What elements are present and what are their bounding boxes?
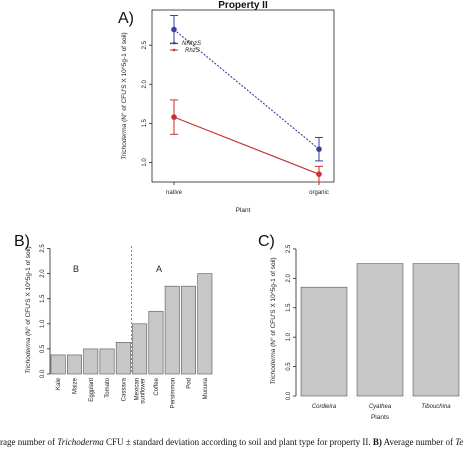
- data-point: [316, 146, 322, 152]
- x-tick-label: Maize: [72, 377, 78, 394]
- legend-marker: [172, 41, 176, 45]
- y-tick-label: 1.5: [286, 303, 292, 312]
- x-tick-label: Eggplant: [89, 378, 95, 402]
- y-tick-label: 1.0: [40, 319, 46, 328]
- group-label-b: B: [73, 264, 79, 274]
- chart-a: A) Property II 1.0 1.5 2.0 2.5 native organic Pl…: [118, 0, 335, 214]
- x-tick-label: Tibouchina: [421, 404, 451, 410]
- caption-prefix: rage number of: [0, 437, 58, 447]
- y-tick-label: 2.0: [286, 274, 292, 283]
- data-point: [316, 171, 322, 177]
- data-point: [171, 114, 177, 120]
- bar-coffee: [148, 310, 164, 375]
- x-tick-label: native: [166, 190, 183, 196]
- caption-bold: B): [372, 437, 382, 447]
- caption-middle: CFU ± standard deviation according to so…: [103, 437, 373, 447]
- chart-b: B) 0.0 0.5 1.0 1.5 2.0 2.5 Trichoderma (N° of C…: [14, 233, 213, 408]
- bar-cyathea: [356, 263, 404, 397]
- x-axis-label: Plants: [371, 414, 390, 421]
- caption-italic-2: Te: [455, 437, 464, 447]
- x-tick-label: Kale: [56, 377, 62, 390]
- caption-suffix: Average number of: [381, 437, 456, 447]
- legend-label: NRhzS: [182, 41, 201, 47]
- figure-caption: rage number of Trichoderma CFU ± standar…: [0, 437, 474, 447]
- bar-eggplant: [83, 348, 99, 375]
- x-tick-label: Mucuna: [203, 377, 209, 399]
- y-tick-label: 0.5: [40, 344, 46, 353]
- legend-marker: [172, 48, 176, 52]
- bar-kale: [50, 354, 66, 375]
- y-tick-label: 0.5: [286, 362, 292, 371]
- bar-pod: [181, 285, 197, 375]
- x-tick-label: organic: [309, 190, 329, 196]
- bar-tibouchina: [412, 263, 460, 397]
- y-axis-label: Trichoderma (N° of CFU'S X 10^5g-1 of so…: [269, 257, 277, 384]
- y-tick-label: 2.0: [40, 269, 46, 278]
- bar-cassava: [115, 342, 131, 375]
- y-tick-label: 2.5: [286, 244, 292, 253]
- panel-label-c: C): [258, 233, 275, 250]
- bar-mucuna: [197, 273, 213, 375]
- x-tick-label: Mexicansunflower: [135, 378, 147, 404]
- x-tick-label: Pod: [187, 378, 193, 389]
- y-tick-label: 0.0: [286, 391, 292, 400]
- caption-italic-1: Trichoderma: [57, 437, 104, 447]
- y-tick-label: 1.0: [142, 158, 148, 167]
- y-tick-label: 2.0: [142, 79, 148, 88]
- chart-title: Property II: [218, 0, 268, 11]
- x-tick-label: Cordieira: [312, 404, 337, 410]
- y-tick-label: 1.0: [286, 332, 292, 341]
- group-label-a: A: [156, 264, 162, 274]
- x-axis-label: Plant: [236, 207, 251, 214]
- bar-mexican-sunflower: [132, 323, 148, 375]
- y-tick-label: 0.0: [40, 369, 46, 378]
- panel-label-a: A): [118, 10, 134, 27]
- y-tick-label: 1.5: [40, 294, 46, 303]
- y-axis-label: Trichoderma (N° of CFU'S X 10^5g-1 of so…: [24, 246, 32, 373]
- y-axis-label: Trichoderma (N° of CFU'S X 10^5g-1 of so…: [120, 32, 128, 159]
- bar-cordieira: [300, 286, 348, 397]
- plot-frame: [151, 9, 335, 183]
- bar-persimmon: [164, 285, 180, 375]
- x-tick-label: Tomato: [105, 377, 111, 397]
- y-tick-label: 1.5: [142, 119, 148, 128]
- bar-maize: [66, 354, 82, 375]
- data-point: [171, 26, 177, 33]
- x-tick-label: Coffee: [154, 377, 160, 395]
- panel-label-b: B): [14, 233, 30, 250]
- bar-tomato: [99, 348, 115, 375]
- series-line-rhzs: [173, 116, 320, 175]
- y-tick-label: 2.5: [142, 40, 148, 49]
- chart-c: C) 0.0 0.5 1.0 1.5 2.0 2.5 Trichoderma (N° of C…: [258, 233, 460, 421]
- x-tick-label: Cyathea: [369, 404, 392, 410]
- y-tick-label: 2.5: [40, 244, 46, 253]
- x-tick-label: Persimmon: [170, 378, 176, 408]
- legend-label: RhzS: [185, 48, 200, 54]
- x-tick-label: Cassava: [121, 377, 127, 401]
